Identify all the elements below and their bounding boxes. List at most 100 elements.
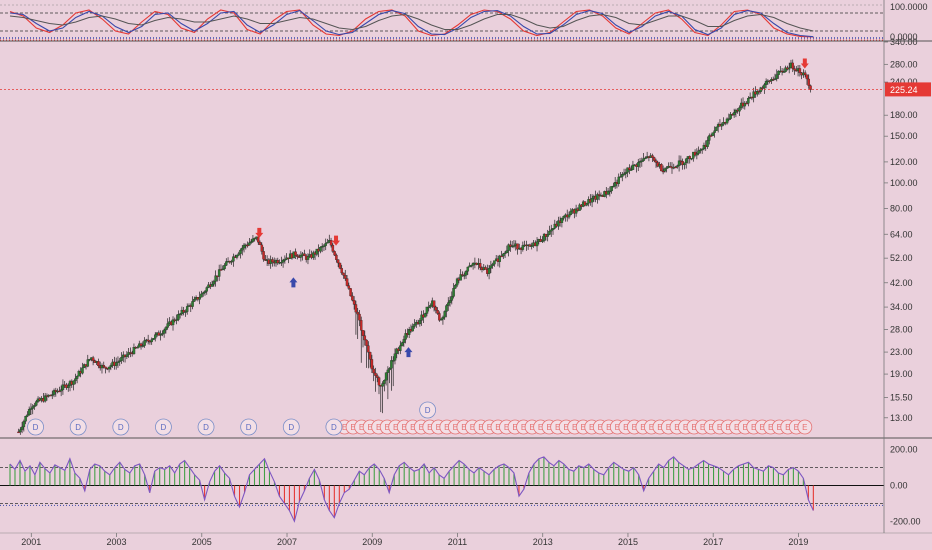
candle-body [708,135,711,141]
price-y-tick-label: 340.00 [890,37,918,47]
candle-body [299,255,303,258]
candle-body [212,281,216,285]
candle-body [17,431,20,434]
candle-body [644,157,647,160]
candle-body [809,85,812,90]
earnings-marker-label: E [760,423,765,432]
candle-body [775,74,779,79]
earnings-marker-label: E [478,423,483,432]
price-y-tick-label: 52.00 [890,253,913,263]
price-y-tick-label: 13.00 [890,413,913,423]
candle-body [91,357,95,361]
earnings-marker-label: E [632,423,637,432]
candle-body [223,265,226,270]
earnings-marker-label: E [393,423,398,432]
earnings-marker-label: E [674,423,679,432]
candle-body [386,369,390,373]
candle-body [530,245,533,247]
candle-body [116,361,120,363]
candle-body [235,255,239,258]
candle-body [43,395,47,402]
candle-body [375,375,379,378]
signal-arrow-down [800,58,809,69]
dividend-marker-label: D [425,406,431,415]
earnings-marker-label: E [367,423,372,432]
candle-body [344,275,347,279]
candle-body [359,320,363,331]
candle-body [184,311,187,313]
candle-body [370,359,374,370]
candle-body [755,90,759,95]
candle-body [390,360,393,369]
candle-body [104,366,107,369]
candle-body [434,306,438,311]
earnings-marker-label: E [384,423,389,432]
stoch-series-line-0 [9,9,814,38]
candle-body [118,360,121,362]
candle-body [619,176,622,178]
candle-body [312,252,315,258]
earnings-marker-label: E [453,423,458,432]
candle-body [727,118,731,120]
candle-body [439,318,443,321]
candle-body [454,284,457,289]
price-y-tick-label: 19.00 [890,369,913,379]
candle-body [136,347,139,349]
candle-body [777,71,780,75]
candle-body [395,348,399,354]
candle-body [642,158,645,161]
candle-body [764,81,768,85]
candle-body [505,250,509,254]
candle-body [445,305,448,312]
candle-body [107,366,111,370]
candle-body [640,160,644,162]
candle-body [221,268,224,271]
candle-body [768,80,771,82]
candle-body [248,242,251,246]
dividend-marker [325,418,343,436]
x-axis-tick-label: 2013 [533,537,553,547]
candle-body [606,190,610,195]
price-y-tick-label: 23.00 [890,347,913,357]
x-axis-tick-label: 2009 [362,537,382,547]
candle-body [191,301,194,307]
candle-body [413,324,416,327]
price-y-tick-label: 34.00 [890,302,913,312]
candle-body [418,320,422,325]
candle-body [74,378,77,382]
candle-body [358,313,361,321]
x-axis-tick-label: 2003 [107,537,127,547]
candle-body [150,339,153,343]
cci-y-tick-label: 200.00 [890,445,918,455]
candle-body [399,345,402,351]
candle-body [241,247,244,251]
candle-body [402,339,406,343]
candle-body [484,267,487,270]
dividend-marker-label: D [118,423,124,432]
earnings-marker-label: E [581,423,586,432]
candle-body [549,229,553,232]
earnings-marker-label: E [691,423,696,432]
candle-body [182,309,185,313]
candle-body [732,112,736,116]
candle-body [27,409,31,416]
candle-body [489,265,493,269]
earnings-marker-label: E [742,423,747,432]
candle-body [333,251,336,256]
cci-panel: 200.00 0.00 -200.00 [0,445,921,526]
candle-body [102,365,106,368]
candle-body [503,252,507,255]
candle-body [528,244,532,247]
candle-body [276,260,280,264]
candle-body [791,62,794,69]
candle-body [22,421,26,428]
earnings-marker-label: E [666,423,671,432]
candle-body [384,372,388,381]
candle-body [242,244,246,249]
candle-body [452,288,455,297]
candle-body [335,254,338,260]
dividend-marker [197,418,215,436]
candle-body [427,306,430,309]
candle-body [331,245,335,252]
candle-body [597,194,601,196]
